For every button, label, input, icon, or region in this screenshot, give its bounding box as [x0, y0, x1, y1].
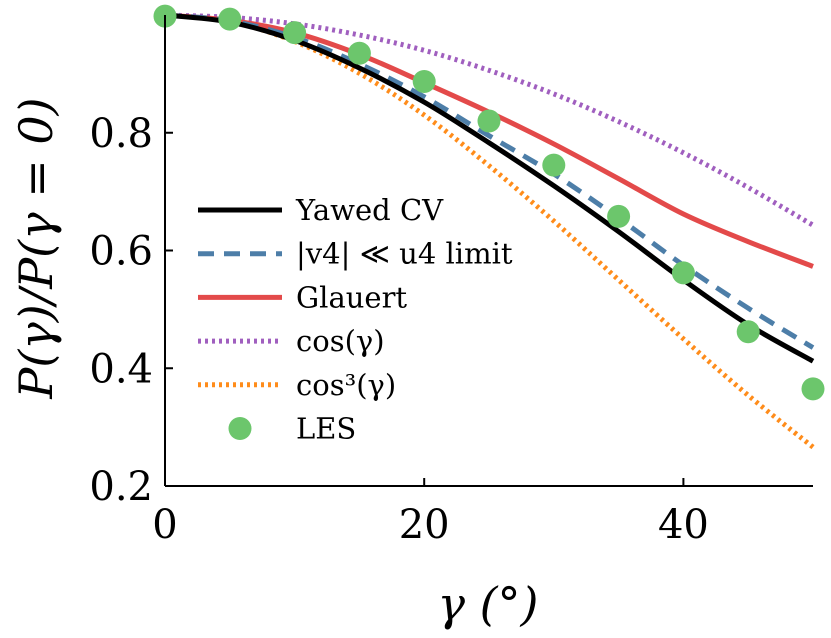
les-data-point-6	[542, 154, 565, 177]
y-tick-label-1: 0.4	[89, 346, 153, 392]
legend-swatch-les	[229, 417, 252, 440]
chart-canvas: 0 20 40 0.2 0.4 0.6 0.8 Yawed CV |v4| ≪ u4 limi…	[0, 0, 831, 638]
legend-label-les: LES	[296, 412, 356, 446]
y-axis-label: P(γ)/P(γ = 0)	[9, 97, 63, 399]
x-tick-label-0: 0	[152, 502, 177, 548]
x-tick-label-1: 20	[399, 502, 450, 548]
les-data-point-5	[478, 109, 501, 132]
x-axis-label: γ (°)	[437, 577, 538, 631]
les-data-point-10	[802, 377, 825, 400]
y-tick-label-2: 0.6	[89, 229, 153, 275]
legend-label-cos: cos³(γ)	[296, 368, 396, 402]
y-tick-label-0: 0.2	[89, 464, 153, 510]
les-data-point-4	[413, 70, 436, 93]
les-data-point-2	[283, 21, 306, 44]
legend-label-glauert: Glauert	[296, 280, 407, 314]
les-data-point-8	[672, 261, 695, 284]
y-tick-label-3: 0.8	[89, 111, 153, 157]
legend-label-cos: cos(γ)	[296, 324, 385, 358]
les-data-point-1	[218, 8, 241, 31]
les-data-point-3	[348, 42, 371, 65]
legend-label-yawed-cv: Yawed CV	[295, 193, 444, 227]
legend: Yawed CV |v4| ≪ u4 limit Glauert cos(γ) cos³…	[198, 193, 513, 446]
legend-label-v4-u4-limit: |v4| ≪ u4 limit	[296, 237, 513, 271]
series-line-yawed-cv	[165, 15, 813, 361]
les-data-point-9	[737, 320, 760, 343]
x-tick-label-2: 40	[658, 502, 709, 548]
les-data-point-7	[607, 205, 630, 228]
